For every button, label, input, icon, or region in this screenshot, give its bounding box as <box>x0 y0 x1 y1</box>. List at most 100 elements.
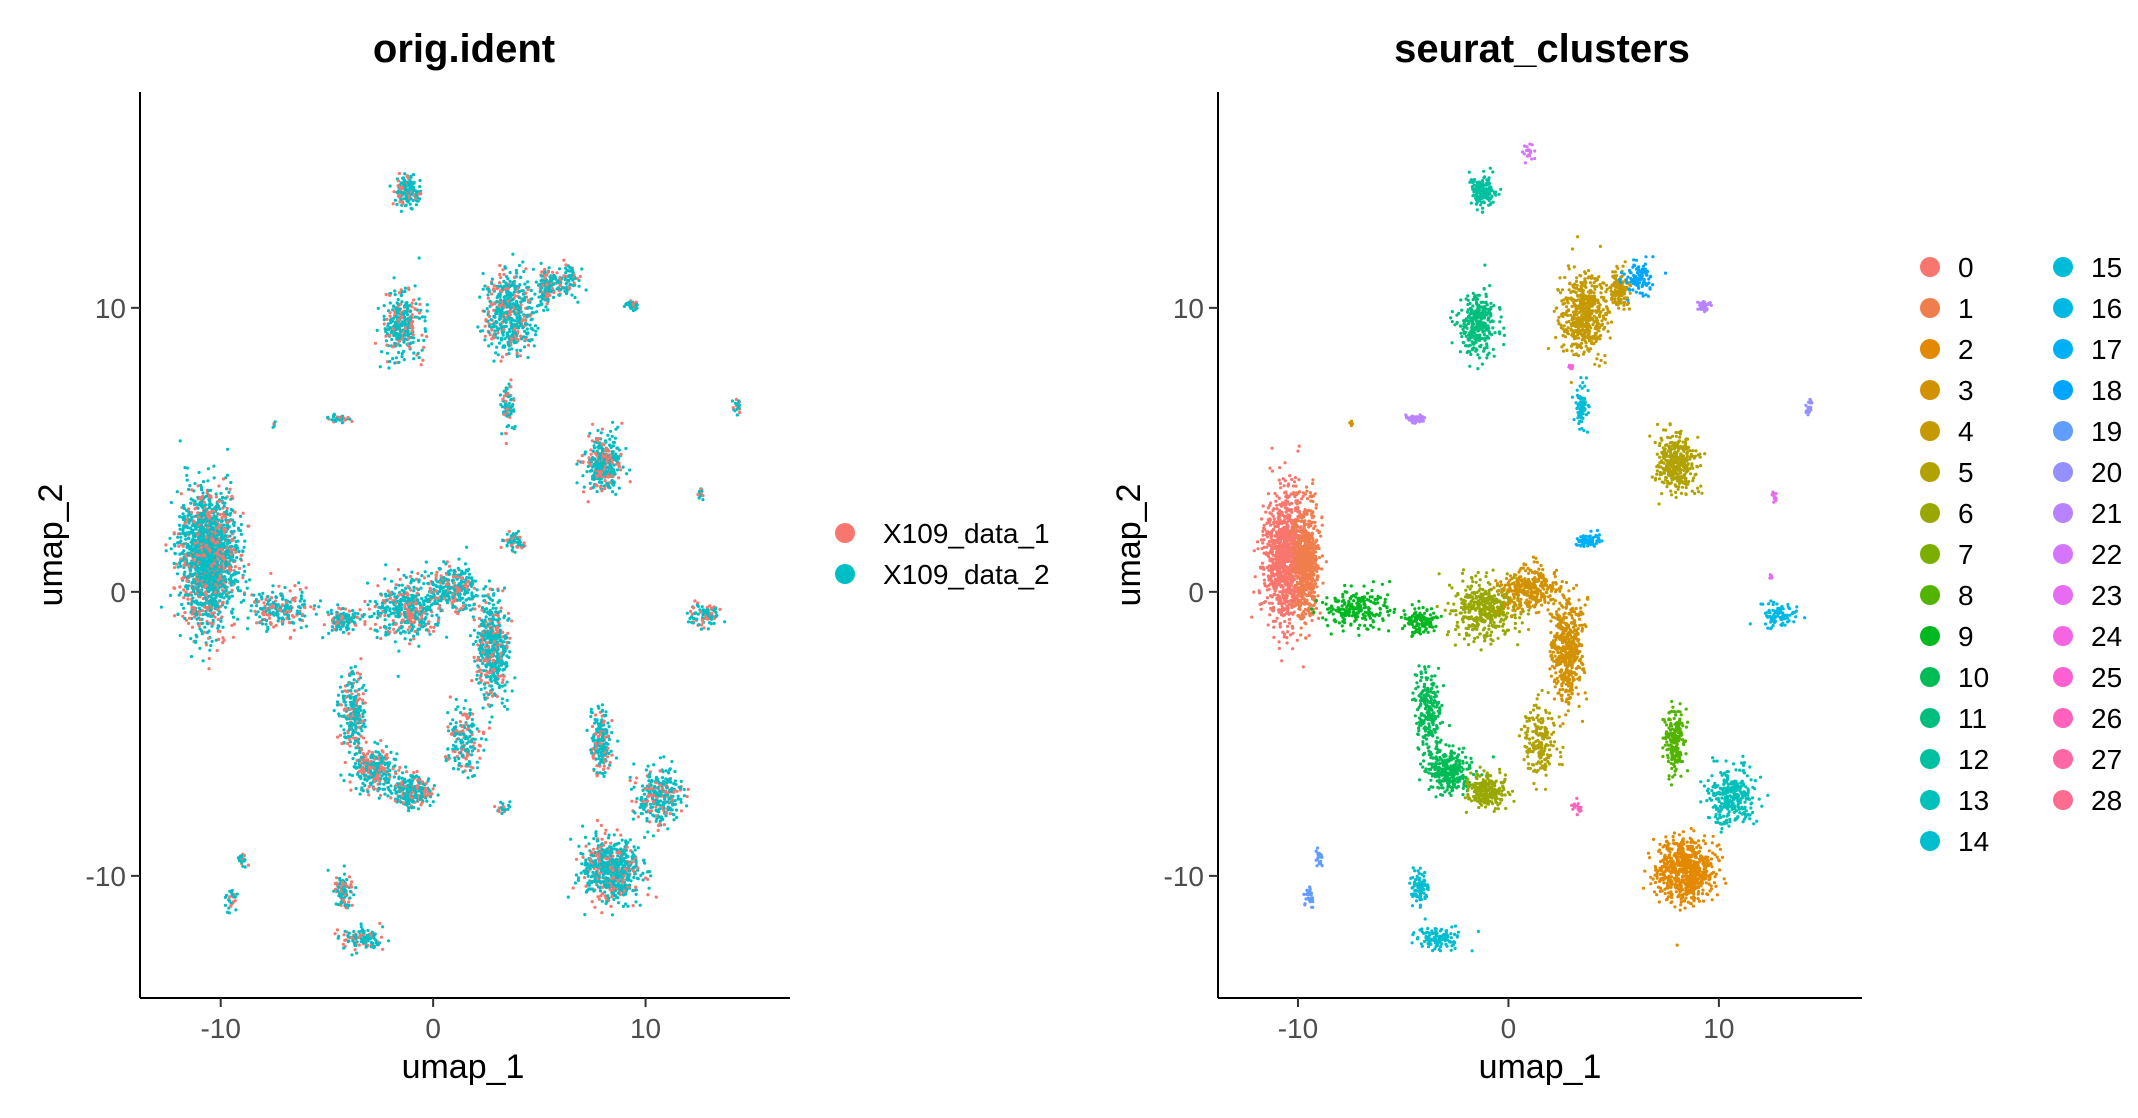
cell-point <box>402 590 406 595</box>
cell-point <box>203 585 207 589</box>
cell-point <box>415 769 419 774</box>
cell-point <box>337 624 341 629</box>
cell-point <box>351 717 355 721</box>
cell-point <box>196 570 200 574</box>
cell-point <box>224 560 228 564</box>
cell-point <box>488 675 493 679</box>
cell-point <box>403 333 407 337</box>
cell-point <box>494 606 498 610</box>
cell-point <box>404 765 408 769</box>
cell-point <box>410 305 414 309</box>
cell-point <box>361 715 365 719</box>
cell-point <box>221 512 225 516</box>
cell-point <box>410 570 414 574</box>
cell-point <box>484 600 488 605</box>
cell-point <box>469 730 474 734</box>
cell-point <box>349 703 353 707</box>
cell-point <box>322 623 326 627</box>
cell-point <box>481 287 485 291</box>
cell-point <box>188 484 192 488</box>
cell-point <box>475 760 479 764</box>
cell-point <box>350 672 354 676</box>
cell-point <box>472 628 476 632</box>
cell-point <box>494 661 498 665</box>
cell-point <box>346 623 350 627</box>
cell-point <box>392 324 396 328</box>
cell-point <box>178 515 182 519</box>
cell-point <box>416 598 420 602</box>
cell-point <box>363 701 367 705</box>
cell-point <box>187 536 191 541</box>
cell-point <box>438 589 442 594</box>
cell-point <box>421 358 425 362</box>
cell-point <box>347 632 351 636</box>
cell-point <box>387 366 391 370</box>
cell-point <box>498 281 502 285</box>
cell-point <box>349 666 353 670</box>
cell-point <box>414 793 418 797</box>
cell-point <box>489 684 494 688</box>
cell-point <box>364 767 368 771</box>
cell-point <box>501 268 505 272</box>
cell-point <box>523 337 528 341</box>
cell-point <box>196 579 200 583</box>
cell-point <box>417 609 421 614</box>
cell-point <box>494 637 498 641</box>
cell-point <box>464 606 468 610</box>
cell-point <box>497 341 501 345</box>
cell-point <box>210 624 214 628</box>
cell-point <box>388 768 392 773</box>
cell-point <box>340 675 344 679</box>
cell-point <box>201 528 205 532</box>
cell-point <box>378 752 382 757</box>
cell-point <box>398 310 403 314</box>
cell-point <box>447 569 451 573</box>
cell-point <box>378 782 382 786</box>
cell-point <box>484 738 488 742</box>
cell-point <box>298 587 302 592</box>
cell-point <box>274 605 278 610</box>
cell-point <box>236 585 240 590</box>
cell-point <box>397 583 401 587</box>
cell-point <box>185 473 189 477</box>
cell-point <box>454 610 458 614</box>
cell-point <box>516 329 520 334</box>
cell-point <box>487 601 491 605</box>
cell-point <box>513 319 517 323</box>
cell-point <box>449 722 453 726</box>
cell-point <box>406 286 411 290</box>
cell-point <box>411 604 415 608</box>
cell-point <box>224 588 228 593</box>
cell-point <box>420 801 424 805</box>
cell-point <box>376 612 380 616</box>
cell-point <box>485 307 489 311</box>
cell-point <box>383 792 387 796</box>
cell-point <box>258 606 263 611</box>
cell-point <box>218 574 222 578</box>
cell-point <box>267 616 272 620</box>
cell-point <box>266 595 270 599</box>
cell-point <box>172 531 176 535</box>
cell-point <box>519 334 523 338</box>
cell-point <box>215 534 219 538</box>
cell-point <box>186 553 191 557</box>
cell-point <box>336 603 340 607</box>
cell-point <box>496 588 500 593</box>
cell-point <box>501 589 505 593</box>
cell-point <box>369 754 373 758</box>
cell-point <box>404 301 408 305</box>
cell-point <box>496 658 500 663</box>
cell-point <box>495 345 499 349</box>
cell-point <box>416 571 420 576</box>
cell-point <box>226 552 230 557</box>
cell-point <box>176 612 180 616</box>
cell-point <box>475 766 479 770</box>
cell-point <box>231 615 236 619</box>
cell-point <box>454 574 458 579</box>
cell-point <box>257 592 261 597</box>
cell-point <box>477 681 481 685</box>
cell-point <box>218 581 222 585</box>
cell-point <box>382 322 386 326</box>
cell-point <box>365 778 369 783</box>
cell-point <box>388 326 392 330</box>
